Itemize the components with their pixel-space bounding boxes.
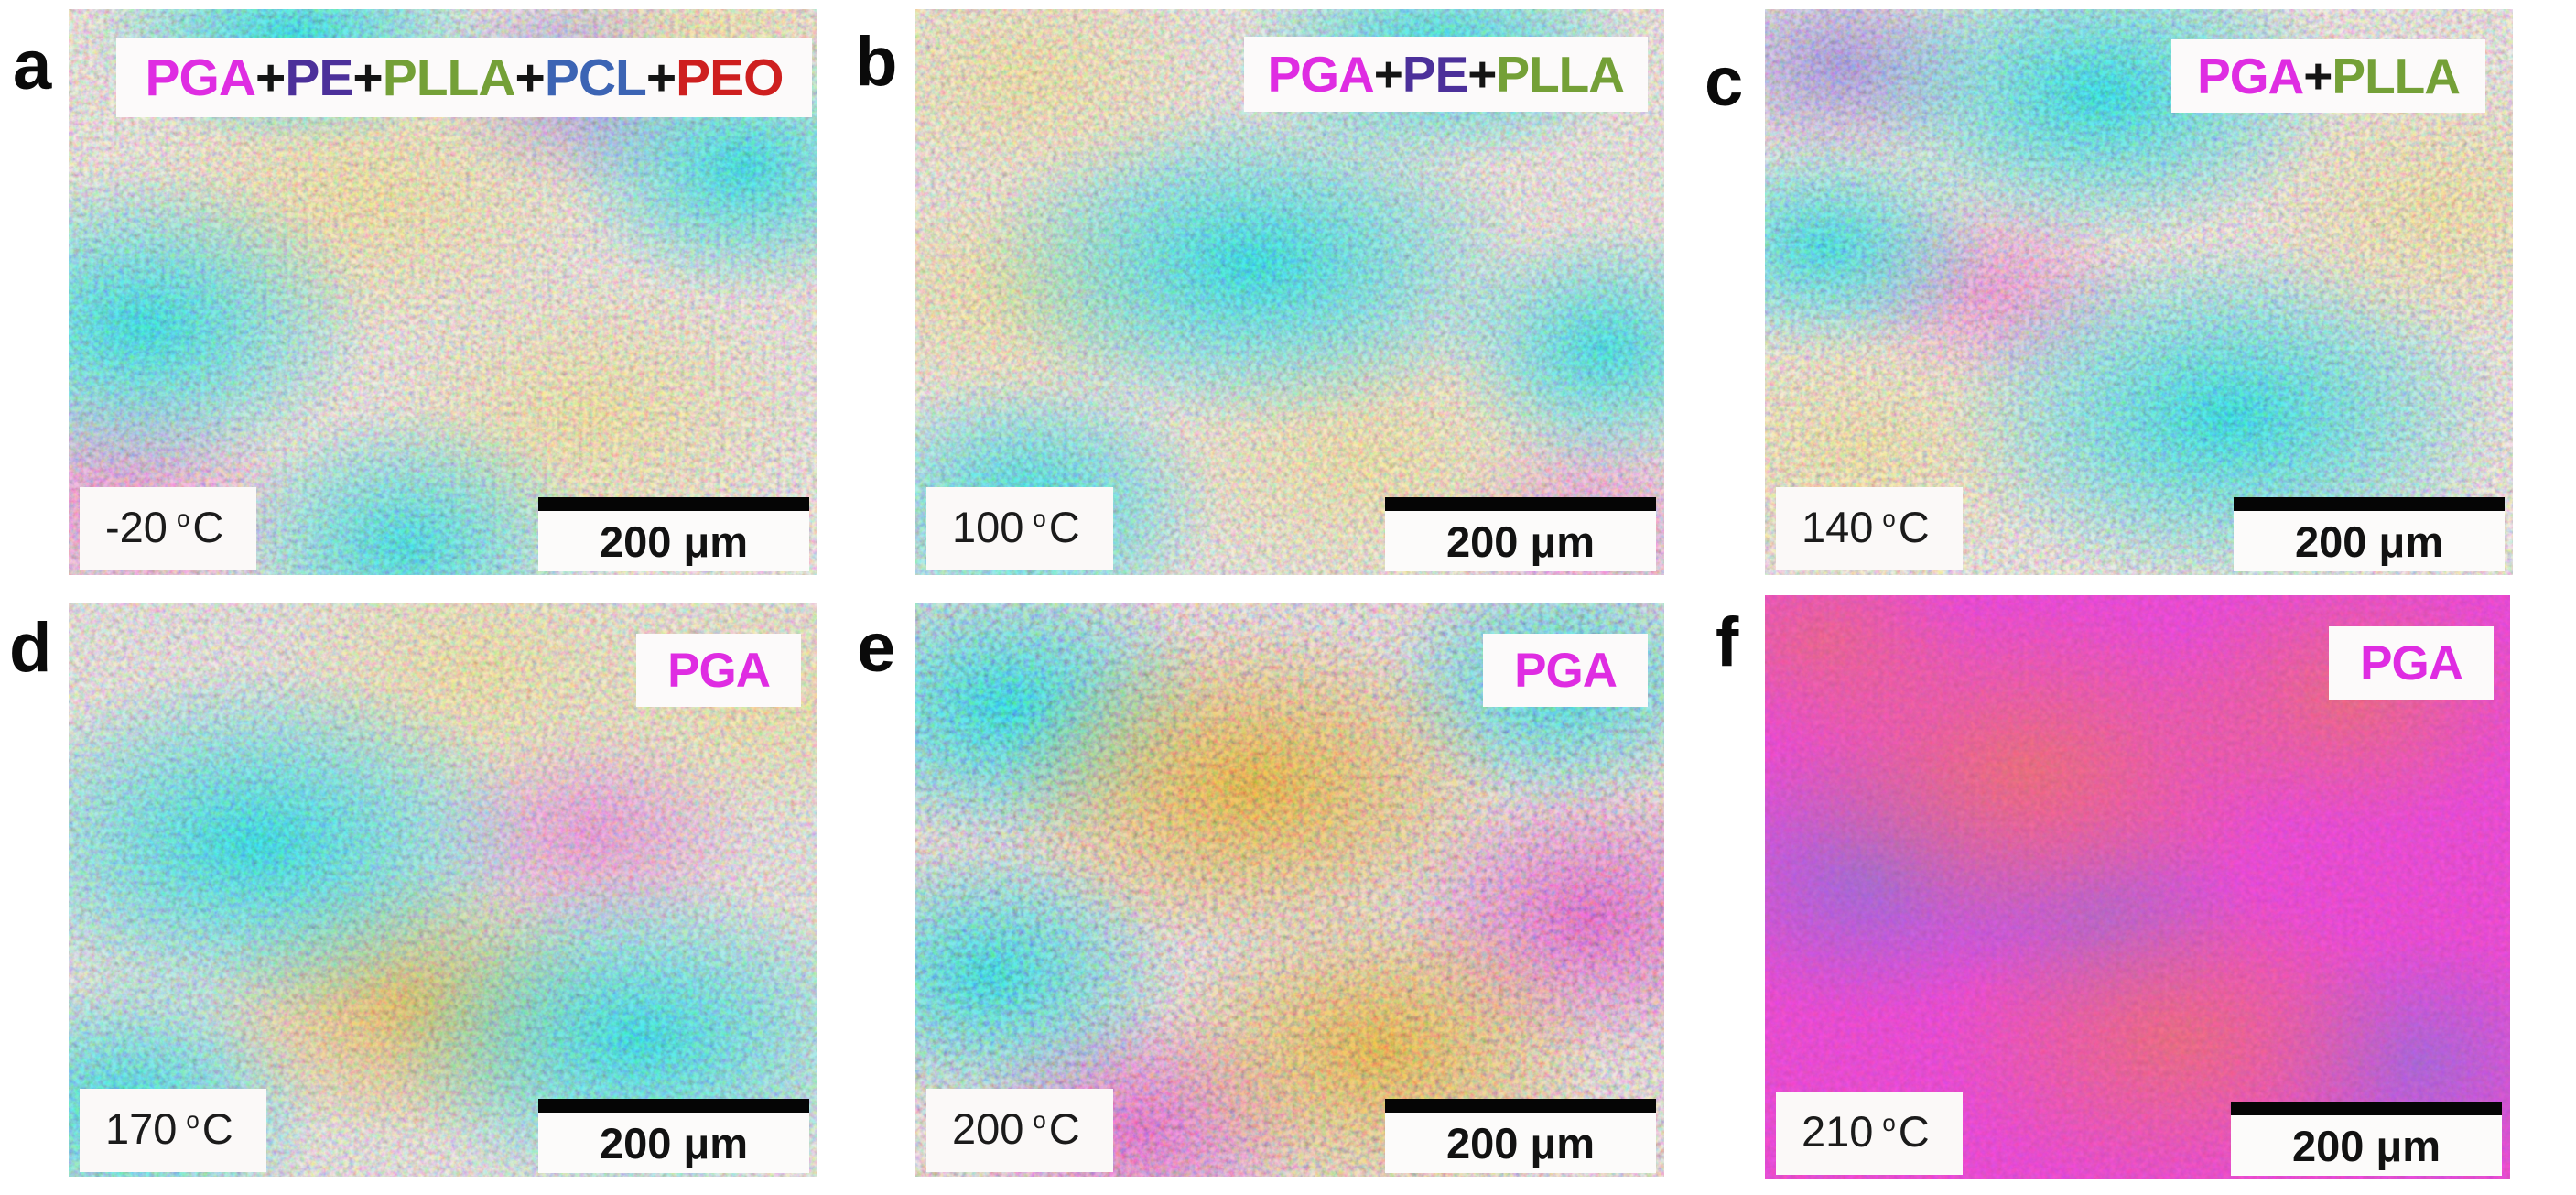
temperature-value: 210	[1802, 1107, 1874, 1156]
label-part: PGA	[2360, 636, 2463, 690]
panel-letter-e: e	[857, 609, 895, 687]
scale-bar-label: 200 μm	[1385, 1113, 1656, 1173]
panel-f: PGA 210 oC 200 μm	[1765, 595, 2510, 1179]
panel-letter-c: c	[1705, 43, 1743, 121]
temperature-value: 100	[952, 503, 1024, 551]
degree-symbol: o	[1033, 506, 1046, 533]
label-part: PGA	[1267, 45, 1375, 103]
scale-bar-line	[2234, 497, 2505, 511]
label-part: PGA	[1514, 643, 1618, 698]
scale-bar-text: 200 μm	[1445, 1118, 1596, 1168]
temperature-unit: C	[1898, 503, 1930, 551]
label-part: +	[1373, 45, 1403, 103]
panel-d: PGA 170 oC 200 μm	[69, 603, 817, 1177]
degree-symbol: o	[1882, 506, 1896, 533]
temperature-unit: C	[1898, 1107, 1930, 1156]
scale-bar-label: 200 μm	[1385, 511, 1656, 571]
label-part: PCL	[544, 48, 647, 107]
temperature-value: 200	[952, 1104, 1024, 1153]
scale-bar-label: 200 μm	[2231, 1115, 2502, 1176]
scale-bar-line	[1385, 1099, 1656, 1113]
scale-bar-d: 200 μm	[538, 1099, 809, 1173]
label-part: PE	[1402, 45, 1468, 103]
scale-bar-text: 200 μm	[599, 1118, 749, 1168]
sample-label-d: PGA	[636, 634, 801, 707]
degree-symbol: o	[1033, 1108, 1046, 1135]
label-part: PGA	[2197, 47, 2304, 104]
scale-bar-line	[538, 1099, 809, 1113]
scale-bar-label: 200 μm	[538, 1113, 809, 1173]
panel-b: PGA + PE + PLLA 100 oC 200 μm	[915, 9, 1664, 575]
temperature-value: -20	[105, 503, 168, 551]
label-part: +	[2303, 47, 2332, 104]
sample-label-f: PGA	[2329, 626, 2494, 700]
degree-symbol: o	[176, 506, 190, 533]
degree-symbol: o	[1882, 1111, 1896, 1137]
temperature-label-c: 140 oC	[1776, 487, 1963, 570]
scale-bar-line	[2231, 1102, 2502, 1115]
scale-bar-c: 200 μm	[2234, 497, 2505, 571]
temperature-value: 140	[1802, 503, 1874, 551]
label-part: PLLA	[382, 48, 516, 107]
temperature-label-b: 100 oC	[926, 487, 1113, 570]
scale-bar-text: 200 μm	[599, 516, 749, 566]
temperature-label-d: 170 oC	[80, 1089, 266, 1172]
scale-bar-f: 200 μm	[2231, 1102, 2502, 1176]
scale-bar-label: 200 μm	[538, 511, 809, 571]
panel-letter-d: d	[9, 609, 51, 687]
scale-bar-text: 200 μm	[1445, 516, 1596, 566]
temperature-unit: C	[192, 503, 224, 551]
temperature-unit: C	[1048, 1104, 1080, 1153]
panel-letter-a: a	[13, 27, 51, 104]
temperature-label-a: -20 oC	[80, 487, 257, 570]
label-part: +	[514, 48, 546, 107]
temperature-value: 170	[105, 1104, 178, 1153]
label-part: PE	[285, 48, 353, 107]
degree-symbol: o	[186, 1108, 200, 1135]
temperature-unit: C	[201, 1104, 233, 1153]
label-part: +	[352, 48, 383, 107]
scale-bar-b: 200 μm	[1385, 497, 1656, 571]
sample-label-c: PGA + PLLA	[2171, 39, 2485, 113]
scale-bar-a: 200 μm	[538, 497, 809, 571]
sample-label-b: PGA + PE + PLLA	[1243, 37, 1648, 112]
sample-label-e: PGA	[1483, 634, 1648, 707]
scale-bar-text: 200 μm	[2291, 1121, 2441, 1170]
scale-bar-text: 200 μm	[2294, 516, 2444, 566]
panel-letter-f: f	[1716, 603, 1738, 681]
scale-bar-label: 200 μm	[2234, 511, 2505, 571]
sample-label-a: PGA + PE + PLLA + PCL + PEO	[116, 38, 812, 117]
panel-letter-b: b	[855, 23, 897, 101]
label-part: +	[1467, 45, 1497, 103]
scale-bar-line	[1385, 497, 1656, 511]
panel-a: PGA + PE + PLLA + PCL + PEO -20 oC 200 μm	[69, 9, 817, 575]
label-part: +	[645, 48, 676, 107]
temperature-unit: C	[1048, 503, 1080, 551]
panel-e: PGA 200 oC 200 μm	[915, 603, 1664, 1177]
label-part: PLLA	[1496, 45, 1625, 103]
scale-bar-line	[538, 497, 809, 511]
label-part: PLLA	[2332, 47, 2461, 104]
micrograph-f	[1765, 595, 2510, 1179]
label-part: PEO	[676, 48, 784, 107]
label-part: +	[255, 48, 286, 107]
label-part: PGA	[145, 48, 257, 107]
temperature-label-e: 200 oC	[926, 1089, 1113, 1172]
label-part: PGA	[667, 643, 771, 698]
panel-c: PGA + PLLA 140 oC 200 μm	[1765, 9, 2513, 575]
temperature-label-f: 210 oC	[1776, 1092, 1963, 1175]
scale-bar-e: 200 μm	[1385, 1099, 1656, 1173]
